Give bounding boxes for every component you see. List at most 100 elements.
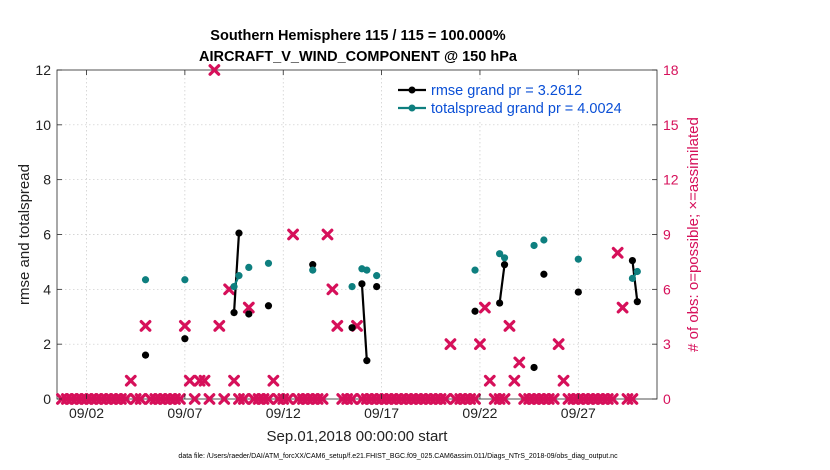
rmse-point (500, 261, 509, 269)
rmse-point (230, 309, 238, 317)
obs-count-marker (316, 393, 329, 405)
totalspread-point (245, 263, 253, 271)
obs-count-marker (321, 228, 334, 241)
obs-count-marker (262, 393, 275, 405)
legend-totalspread-label: totalspread grand pr = 4.0024 (431, 101, 622, 117)
rmse-point (363, 357, 371, 365)
obs-count-marker (478, 301, 491, 314)
obs-count-marker (483, 374, 496, 387)
x-tick-label: 09/27 (561, 405, 596, 421)
y-tick-label-right: 9 (663, 227, 671, 243)
rmse-segment (631, 260, 639, 302)
obs-count-marker (513, 356, 526, 369)
y-tick-label-right: 0 (663, 391, 671, 407)
obs-count-marker (503, 319, 516, 332)
legend-rmse-label: rmse grand pr = 3.2612 (431, 83, 582, 99)
obs-count-marker (611, 246, 624, 259)
obs-count-marker (183, 374, 196, 387)
obs-count-marker (469, 393, 481, 405)
obs-count-marker (237, 393, 250, 405)
y-tick-label-right: 6 (663, 281, 671, 297)
obs-count-marker (616, 301, 629, 314)
obs-count-marker (626, 393, 639, 405)
obs-count-marker (213, 319, 226, 332)
axis-ticks: 0 2 4 6 8 10 12 0 3 6 9 12 15 18 09/02 09/07 09/12 09/17 0… (35, 62, 678, 421)
rmse-point (496, 299, 504, 307)
obs-count-marker (557, 374, 570, 387)
rmse-point (264, 302, 273, 310)
obs-count-marker (134, 393, 147, 405)
y-tick-label-right: 15 (663, 117, 679, 133)
rmse-segment (360, 283, 368, 361)
legend-box (392, 80, 646, 120)
obs-count-marker (474, 338, 486, 351)
totalspread-point (181, 276, 189, 284)
totalspread-point (230, 282, 238, 291)
y-tick-label-left: 12 (35, 62, 51, 78)
obs-count-marker (547, 393, 560, 405)
totalspread-point (363, 266, 371, 274)
obs-count-marker (198, 374, 211, 387)
obs-count-marker (287, 228, 299, 241)
chart-subtitle: AIRCRAFT_V_WIND_COMPONENT @ 150 hPa (199, 49, 518, 65)
totalspread-point (496, 250, 504, 258)
rmse-segment (498, 264, 506, 304)
obs-count-marker (178, 319, 191, 332)
rmse-point (309, 261, 317, 269)
obs-count-marker (326, 283, 339, 296)
y-tick-label-left: 4 (43, 281, 51, 297)
obs-count-marker (139, 319, 152, 332)
totalspread-point (141, 276, 150, 284)
rmse-point (181, 335, 189, 343)
totalspread-point (348, 282, 356, 291)
x-tick-label: 09/22 (462, 405, 497, 421)
y-axis-label-right: # of obs: o=possible; ×=assimilated (685, 117, 702, 352)
totalspread-point (633, 267, 641, 276)
totalspread-point (264, 259, 273, 267)
rmse-point (141, 351, 150, 359)
rmse-point (471, 307, 479, 315)
rmse-point (235, 229, 243, 237)
obs-count-marker (346, 393, 358, 405)
y-tick-label-left: 2 (43, 336, 51, 352)
y-tick-label-right: 18 (663, 62, 679, 78)
y-tick-label-left: 6 (43, 227, 51, 243)
x-tick-label: 09/12 (266, 405, 301, 421)
rmse-point (348, 324, 356, 332)
footnote: data file: /Users/raeder/DAI/ATM_forcXX/… (178, 453, 618, 460)
totalspread-point (628, 274, 637, 282)
obs-count-marker (124, 374, 137, 387)
y-tick-label-left: 0 (43, 391, 51, 407)
totalspread-point (309, 266, 317, 274)
x-tick-label: 09/07 (167, 405, 202, 421)
rmse-point (530, 363, 538, 372)
y-tick-label-right: 3 (663, 336, 671, 352)
legend-rmse-marker (408, 86, 416, 94)
rmse-point (633, 298, 641, 306)
totalspread-point (500, 254, 509, 262)
obs-count-marker (208, 64, 221, 76)
legend: rmse grand pr = 3.2612 totalspread grand… (392, 80, 646, 120)
x-axis-label: Sep.01,2018 00:00:00 start (267, 428, 449, 445)
totalspread-point (471, 266, 479, 274)
obs-count-marker (119, 393, 132, 405)
obs-count-marker (508, 374, 521, 387)
obs-count-marker (282, 393, 295, 405)
totalspread-point (373, 272, 381, 280)
rmse-point (358, 280, 366, 288)
rmse-point (245, 310, 253, 318)
obs-count-marker (203, 393, 216, 405)
obs-count-marker (552, 338, 565, 351)
obs-count-marker (218, 393, 231, 405)
obs-count-marker (331, 319, 344, 332)
obs-count-marker (606, 393, 619, 405)
chart-title: Southern Hemisphere 115 / 115 = 100.000% (210, 28, 506, 44)
y-tick-label-right: 12 (663, 172, 679, 188)
y-axis-label-left: rmse and totalspread (16, 164, 33, 305)
x-tick-label: 09/17 (364, 405, 399, 421)
y-tick-label-left: 8 (43, 172, 51, 188)
obs-count-marker (444, 338, 457, 351)
y-tick-label-left: 10 (35, 117, 51, 133)
